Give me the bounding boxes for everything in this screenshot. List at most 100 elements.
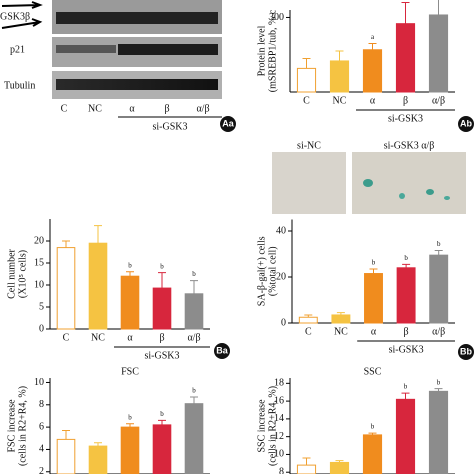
bar — [88, 242, 108, 330]
panel-label: Aa — [222, 118, 234, 128]
x-tick-label: α — [370, 95, 376, 106]
panel-label: Ba — [216, 345, 228, 355]
x-tick-label: α — [371, 326, 377, 337]
x-tick-label: C — [63, 332, 70, 343]
lane-label: α/β — [196, 103, 209, 114]
panel-badge — [220, 116, 236, 132]
error-bar — [402, 263, 411, 268]
bar — [396, 267, 416, 324]
y-axis-label: SA-β-gal(+) cells — [256, 236, 267, 306]
y-axis-label: (cells in R2+R4, %) — [267, 386, 278, 466]
y-tick-label: 14 — [274, 413, 284, 424]
y-axis-label: Cell number — [6, 248, 17, 298]
group-label: si-GSK3 — [152, 121, 187, 132]
y-axis-label: Protein level — [256, 25, 267, 76]
panel-label: Bb — [460, 346, 472, 356]
significance-label: b — [371, 423, 375, 431]
y-tick-label: 5 — [39, 301, 44, 312]
y-tick-label: 10 — [274, 449, 284, 460]
error-bar — [438, 0, 439, 15]
bar — [184, 293, 204, 330]
y-tick-label: 10 — [34, 377, 44, 388]
stained-cells — [363, 179, 450, 200]
y-tick-label: 2 — [39, 466, 44, 474]
y-tick-label: 6 — [39, 421, 44, 432]
bar — [429, 254, 449, 324]
error-bar — [302, 457, 311, 466]
error-bar — [335, 460, 344, 463]
x-tick-label: α/β — [432, 326, 445, 337]
y-tick-label: 0 — [281, 317, 286, 328]
y-tick-label: 8 — [279, 467, 284, 474]
significance-label: b — [192, 270, 196, 278]
significance-label: b — [404, 254, 408, 262]
y-tick-label: 8 — [39, 399, 44, 410]
blot-label: GSK3β — [0, 11, 30, 22]
micrograph — [272, 152, 346, 214]
error-bar — [368, 43, 377, 50]
error-bar — [434, 388, 443, 392]
x-tick-label: β — [159, 332, 164, 343]
significance-label: b — [372, 259, 376, 267]
x-tick-label: NC — [91, 332, 105, 343]
significance-label: b — [437, 240, 441, 248]
panel-badge — [458, 344, 474, 360]
error-bar — [336, 312, 345, 315]
group-label: si-GSK3 — [144, 350, 179, 361]
bar — [362, 434, 383, 474]
y-tick-label: 20 — [276, 271, 286, 282]
y-tick-label: 15 — [34, 257, 44, 268]
lane-label: C — [61, 103, 68, 114]
image-label: si-NC — [297, 140, 321, 151]
panel-badge — [214, 343, 230, 359]
x-tick-label: C — [305, 326, 312, 337]
bar — [152, 424, 172, 474]
bar — [329, 461, 350, 474]
error-bar — [335, 50, 344, 61]
bar — [428, 14, 449, 93]
bar — [184, 403, 204, 474]
x-tick-label: β — [403, 95, 408, 106]
error-bar — [190, 396, 198, 404]
y-tick-label: 20 — [34, 235, 44, 246]
y-axis-label: FSC increase — [6, 399, 17, 453]
significance-label: b — [160, 262, 164, 270]
error-bar — [369, 268, 378, 274]
image-label: si-GSK3 α/β — [384, 140, 435, 151]
error-bar — [401, 392, 410, 400]
x-tick-label: NC — [334, 326, 348, 337]
error-bar — [62, 240, 70, 248]
blot-band — [56, 12, 218, 24]
significance-label: b — [160, 410, 164, 418]
x-tick-label: β — [404, 326, 409, 337]
group-label: si-GSK3 — [388, 113, 423, 124]
chart-title: FSC — [121, 366, 139, 377]
significance-label: b — [128, 261, 132, 269]
y-tick-label: 4 — [39, 444, 44, 455]
y-tick-label: 12 — [274, 431, 284, 442]
y-tick-label: 18 — [274, 378, 284, 389]
error-bar — [94, 225, 102, 244]
y-tick-label: 10 — [34, 279, 44, 290]
y-tick-label: 16 — [274, 395, 284, 406]
bar — [120, 275, 140, 330]
error-bar — [302, 57, 311, 69]
error-bar — [126, 423, 134, 428]
bar — [152, 287, 172, 330]
error-bar — [401, 2, 410, 24]
bar — [88, 445, 108, 474]
blot-label: p21 — [10, 44, 25, 55]
significance-label: b — [437, 378, 441, 386]
bar — [298, 316, 318, 324]
lane-label: α — [129, 103, 135, 114]
blot-label: Tubulin — [4, 80, 35, 91]
y-axis-label: (mSREBP1/tub, % c — [267, 9, 278, 92]
x-tick-label: α/β — [432, 95, 445, 106]
bar — [428, 390, 449, 474]
y-axis-label: (cells in R2+R4, %) — [17, 386, 28, 466]
y-axis-label: (X10⁵ cells) — [17, 250, 28, 298]
lane-label: β — [164, 103, 169, 114]
significance-label: b — [128, 413, 132, 421]
bar — [395, 398, 416, 474]
